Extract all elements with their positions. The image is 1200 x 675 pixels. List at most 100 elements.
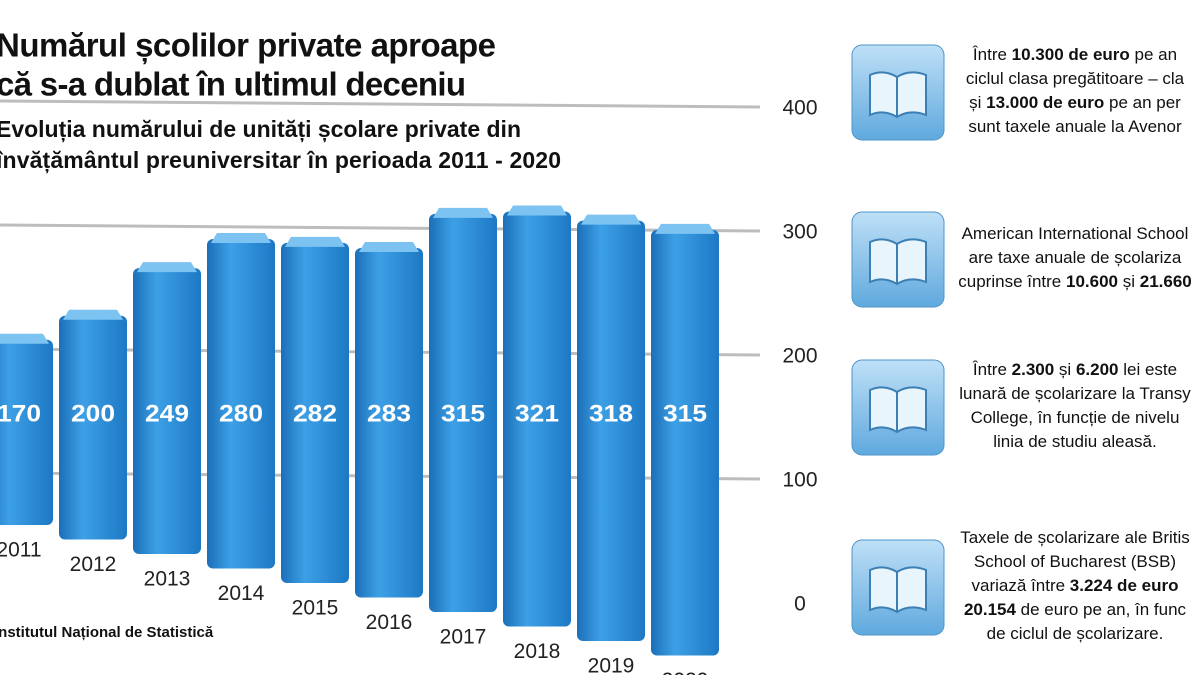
bar-top <box>581 214 641 225</box>
note-line: Taxele de școlarizare ale Britis <box>960 528 1190 547</box>
bar-top <box>137 262 197 273</box>
note-line: de ciclul de școlarizare. <box>987 624 1164 643</box>
note-text: American International School <box>962 224 1189 243</box>
note-text: lei este <box>1118 360 1177 379</box>
value-label: 282 <box>293 400 337 427</box>
note-text: și <box>969 93 986 112</box>
y-tick-label: 0 <box>794 593 806 616</box>
note-text: Între <box>972 360 1012 379</box>
bar-top <box>655 223 715 234</box>
bar-top <box>63 309 123 320</box>
note-text: variază între <box>972 576 1070 595</box>
bar-top <box>359 241 419 252</box>
book-icon <box>869 386 927 434</box>
note-bold: 13.000 de euro <box>986 93 1104 112</box>
y-tick-label: 100 <box>782 469 817 492</box>
note-line: ciclul clasa pregătitoare – cla <box>966 69 1185 88</box>
bar-top <box>433 207 493 218</box>
note-bold: 10.300 de euro <box>1012 45 1130 64</box>
bar-top <box>285 236 345 247</box>
value-label: 249 <box>145 400 189 427</box>
value-label: 318 <box>589 400 633 427</box>
note-text: College, în funcție de nivelu <box>971 408 1180 427</box>
bar <box>59 315 127 540</box>
bar <box>207 238 275 569</box>
bar <box>355 247 423 598</box>
note-text: și <box>1054 360 1076 379</box>
note-line: și 13.000 de euro pe an per <box>969 93 1181 112</box>
note-line: College, în funcție de nivelu <box>971 408 1180 427</box>
note-text: pe an <box>1130 45 1177 64</box>
note-bold: 21.660 <box>1140 272 1192 291</box>
x-tick-label: 2012 <box>70 553 117 576</box>
x-tick-label: 2020 <box>662 669 709 675</box>
value-label: 200 <box>71 400 115 427</box>
note-text: are taxe anuale de școlariza <box>969 248 1182 267</box>
note-text: de ciclul de școlarizare. <box>987 624 1164 643</box>
value-label: 315 <box>663 400 707 427</box>
note-line: Între 2.300 și 6.200 lei este <box>972 360 1177 379</box>
value-label: 280 <box>219 400 263 427</box>
note-line: American International School <box>962 224 1189 243</box>
x-tick-label: 2017 <box>440 626 487 649</box>
bar <box>577 220 645 641</box>
x-tick-label: 2019 <box>588 655 635 675</box>
title-line: Numărul școlilor private aproape <box>0 27 496 65</box>
note-line: cuprinse între 10.600 și 21.660 <box>958 272 1191 291</box>
y-tick-label: 400 <box>782 97 817 120</box>
subtitle-line: Evoluția numărului de unități școlare pr… <box>0 116 521 143</box>
note-text: ciclul clasa pregătitoare – cla <box>966 69 1185 88</box>
value-label: 170 <box>0 400 41 427</box>
grid-line <box>0 223 761 233</box>
note-bold: 3.224 de euro <box>1070 576 1179 595</box>
grid-line <box>0 99 761 109</box>
note-line: Între 10.300 de euro pe an <box>972 45 1177 64</box>
note-text: de euro pe an, în func <box>1016 600 1187 619</box>
note-text: linia de studiu aleasă. <box>993 432 1157 451</box>
note-text: School of Bucharest (BSB) <box>974 552 1176 571</box>
book-icon <box>869 566 927 614</box>
x-tick-label: 2015 <box>292 597 339 620</box>
book-icon <box>869 71 927 119</box>
title-line: că s-a dublat în ultimul deceniu <box>0 66 466 103</box>
subtitle-line: învățământul preuniversitar în perioada … <box>0 147 561 174</box>
note-bold: 10.600 <box>1066 272 1118 291</box>
bar <box>651 229 719 656</box>
bar-top <box>211 232 271 243</box>
x-tick-label: 2011 <box>0 539 42 562</box>
bar-top <box>0 333 49 344</box>
bar <box>503 211 571 627</box>
note-text: cuprinse între <box>958 272 1066 291</box>
value-label: 321 <box>515 400 559 427</box>
x-tick-label: 2014 <box>218 582 265 605</box>
note-text: pe an per <box>1104 93 1181 112</box>
value-label: 283 <box>367 400 411 427</box>
note-bold: 6.200 <box>1076 360 1119 379</box>
note-line: sunt taxele anuale la Avenor <box>968 117 1182 136</box>
bar <box>429 213 497 612</box>
note-line: linia de studiu aleasă. <box>993 432 1157 451</box>
note-line: School of Bucharest (BSB) <box>974 552 1176 571</box>
book-icon <box>869 238 927 286</box>
note-text: Taxele de școlarizare ale Britis <box>960 528 1190 547</box>
note-bold: 2.300 <box>1012 360 1055 379</box>
x-tick-label: 2018 <box>514 640 561 663</box>
bar <box>281 242 349 583</box>
bar-top <box>507 205 567 216</box>
x-tick-label: 2013 <box>144 568 191 591</box>
note-line: variază între 3.224 de euro <box>972 576 1179 595</box>
source: Institutul Național de Statistică <box>0 624 214 641</box>
note-text: Între <box>972 45 1012 64</box>
note-bold: 20.154 <box>964 600 1017 619</box>
bar <box>0 339 53 525</box>
y-tick-label: 300 <box>782 221 817 244</box>
note-line: lunară de școlarizare la Transy <box>959 384 1191 403</box>
x-tick-label: 2016 <box>366 611 413 634</box>
note-text: lunară de școlarizare la Transy <box>959 384 1191 403</box>
note-text: și <box>1118 272 1140 291</box>
bar <box>133 268 201 554</box>
y-tick-label: 200 <box>782 345 817 368</box>
note-line: 20.154 de euro pe an, în func <box>964 600 1187 619</box>
value-label: 315 <box>441 400 485 427</box>
